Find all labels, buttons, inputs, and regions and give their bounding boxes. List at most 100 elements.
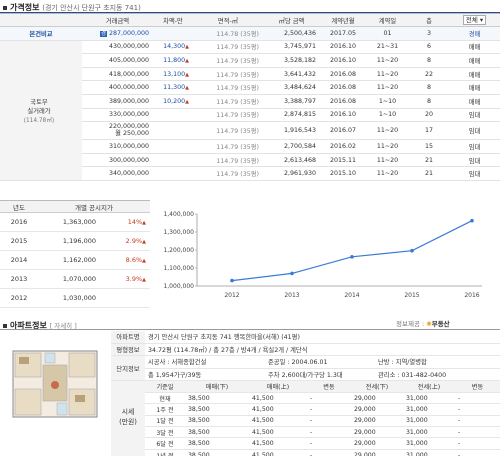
market-date: 1년 전: [145, 449, 185, 456]
market-date: 1달 전: [145, 415, 185, 428]
x-tick-label: 2012: [224, 292, 239, 299]
col-floor: 층: [409, 13, 449, 27]
market-date: 1주 전: [145, 403, 185, 416]
market-cell: -: [455, 403, 500, 416]
col-area: 면적-㎡: [193, 13, 263, 27]
cell-month: 2015.10: [320, 166, 366, 181]
y-tick-label: 1,200,000: [163, 247, 194, 254]
cell-floor: 8: [409, 94, 449, 109]
cell-diff: 14,300▲: [153, 40, 193, 55]
cell-day: 11~20: [366, 153, 409, 168]
price-table: 거래금액 차액-만 면적-㎡ ㎡당 금액 계약년월 계약일 층 전체 ▾ 본건비…: [0, 13, 500, 181]
x-tick-label: 2016: [464, 292, 479, 299]
transaction-row: 310,000,000 114.79 (35평) 2,700,584 2016.02 1…: [0, 139, 500, 154]
cell-type: 매매: [449, 94, 500, 109]
builder: 시공사 : 서해종합건설: [145, 355, 265, 369]
market-cell: 29,000: [351, 449, 403, 456]
cell-unit-price: 2,961,930: [263, 166, 320, 181]
market-cell: 31,000: [403, 415, 455, 428]
cell-floor: 8: [409, 80, 449, 95]
y-tick-label: 1,100,000: [163, 265, 194, 272]
market-cell: 31,000: [403, 449, 455, 456]
y-tick-label: 1,000,000: [163, 283, 194, 290]
compare-area: 114.78 (35평): [193, 26, 263, 41]
cell-day: 1~10: [366, 108, 409, 123]
cell-area: 114.79 (35평): [193, 67, 263, 82]
apt-detail-link[interactable]: [ 자세히 ]: [49, 322, 77, 330]
y-tick-label: 1,300,000: [163, 229, 194, 236]
transaction-row: 418,000,000 13,100▲ 114.79 (35평) 3,641,432 2…: [0, 67, 500, 82]
cell-change: [100, 288, 150, 308]
market-cell: -: [307, 426, 351, 439]
cell-land-price: 1,363,000: [38, 212, 100, 232]
cell-day: 11~20: [366, 139, 409, 154]
market-col-header: 전세(下): [351, 381, 403, 393]
market-cell: -: [455, 415, 500, 428]
data-point: [230, 278, 234, 283]
management-office: 관리소 : 031-482-0400: [375, 368, 500, 382]
cell-area: 114.79 (35평): [193, 40, 263, 55]
floor-plan-image: [12, 350, 98, 418]
cell-change: 2.9%▲: [100, 231, 150, 251]
col-unit-price: ㎡당 금액: [263, 13, 320, 27]
land-price-row: 2016 1,363,000 14%▲: [0, 212, 150, 232]
cell-diff: [153, 139, 193, 154]
up-arrow-icon: ▲: [185, 71, 189, 78]
apt-info-table: 아파트명 경기 안산시 단원구 초지동 741 행복한마을(서해) (41평) …: [111, 331, 500, 382]
market-cell: 41,500: [249, 392, 307, 405]
area-info: 34.72평 (114.78㎡) / 총 27층 / 방4개 / 욕실2개 / …: [145, 343, 500, 357]
land-price-row: 2013 1,070,000 3.9%▲: [0, 269, 150, 289]
cell-area: 114.79 (35평): [193, 153, 263, 168]
type-filter-select[interactable]: 전체 ▾: [462, 15, 487, 25]
cell-diff: 11,800▲: [153, 53, 193, 68]
market-cell: 38,500: [185, 392, 249, 405]
market-col-header: 매매(上): [249, 381, 307, 393]
cell-floor: 21: [409, 153, 449, 168]
compare-month: 2017.05: [320, 26, 366, 41]
cell-day: 11~20: [366, 53, 409, 68]
market-cell: -: [455, 437, 500, 450]
market-col-header: 변동: [307, 381, 351, 393]
market-cell: 38,500: [185, 449, 249, 456]
cell-year: 2015: [0, 231, 38, 251]
section-bullet-icon: [3, 323, 7, 328]
cell-day: 11~20: [366, 80, 409, 95]
land-price-table: 년도 개별 공시지가 2016 1,363,000 14%▲ 2015 1,196,00…: [0, 200, 150, 308]
market-price-label: 시세 (만원): [111, 381, 145, 456]
cell-unit-price: 3,388,797: [263, 94, 320, 109]
market-cell: 29,000: [351, 426, 403, 439]
cell-land-price: 1,070,000: [38, 269, 100, 289]
cell-month: 2016.10: [320, 40, 366, 55]
cell-floor: 6: [409, 40, 449, 55]
cell-month: 2016.08: [320, 67, 366, 82]
market-cell: -: [307, 437, 351, 450]
cell-diff: [153, 153, 193, 168]
cell-change: 8.6%▲: [100, 250, 150, 270]
market-cell: 31,000: [403, 437, 455, 450]
cell-amount: 430,000,000: [82, 40, 153, 55]
compare-row: 본건비교 경 287,000,000 114.78 (35평) 2,500,436…: [0, 26, 500, 41]
land-price-row: 2014 1,162,000 8.6%▲: [0, 250, 150, 270]
x-tick-label: 2013: [284, 292, 299, 299]
market-col-header: 전세(上): [403, 381, 455, 393]
cell-area: 114.79 (35평): [193, 94, 263, 109]
market-cell: 38,500: [185, 426, 249, 439]
cell-day: 11~20: [366, 67, 409, 82]
households: 총 1,954가구/39동: [145, 368, 265, 382]
market-cell: 31,000: [403, 403, 455, 416]
cell-month: 2016.08: [320, 94, 366, 109]
market-cell: -: [455, 392, 500, 405]
cell-area: 114.79 (35평): [193, 121, 263, 141]
market-cell: 31,000: [403, 392, 455, 405]
section-bullet-icon: [3, 5, 7, 10]
transaction-row: 330,000,000 114.79 (35평) 2,874,815 2016.10 1…: [0, 108, 500, 123]
heating: 난방 : 지역/열병합: [375, 355, 500, 369]
transaction-row: 400,000,000 11,300▲ 114.79 (35평) 3,484,624 2…: [0, 80, 500, 95]
data-point: [470, 218, 474, 223]
land-price-chart: 1,400,000 1,300,000 1,200,000 1,100,000 1,00…: [163, 211, 482, 299]
transaction-row: 340,000,000 114.79 (35평) 2,961,930 2015.10 1…: [0, 166, 500, 181]
transaction-row: 300,000,000 114.79 (35평) 2,613,468 2015.11 1…: [0, 153, 500, 168]
market-cell: -: [307, 403, 351, 416]
data-point: [410, 248, 414, 253]
